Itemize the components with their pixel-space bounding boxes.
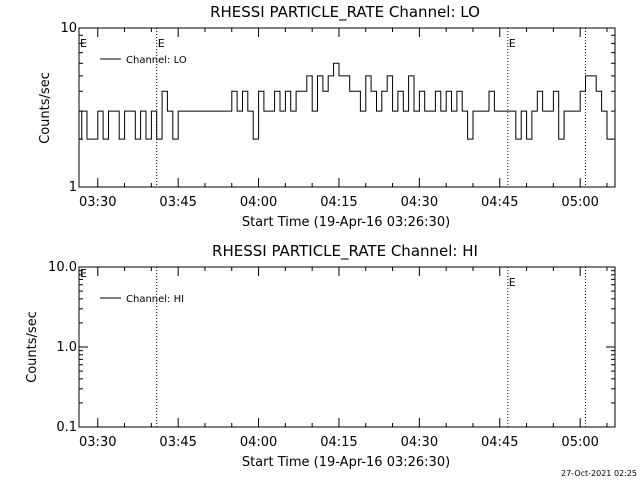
x-tick-label: 03:45 (159, 435, 196, 450)
event-marker-label: E (158, 37, 165, 50)
x-axis-label: Start Time (19-Apr-16 03:26:30) (242, 455, 450, 470)
left-event-marker-label: E (80, 267, 87, 280)
x-tick-label: 04:00 (240, 435, 277, 450)
x-tick-label: 03:30 (79, 195, 116, 210)
x-axis-label: Start Time (19-Apr-16 03:26:30) (242, 215, 450, 230)
x-tick-label: 04:15 (320, 435, 357, 450)
y-tick-label: 0.1 (56, 420, 77, 435)
x-tick-label: 04:30 (401, 435, 438, 450)
y-axis-label: Counts/sec (38, 72, 53, 144)
legend-label: Channel: HI (126, 294, 184, 305)
event-marker-label: E (509, 37, 516, 50)
x-tick-label: 03:45 (159, 195, 196, 210)
x-tick-label: 03:30 (79, 435, 116, 450)
x-tick-label: 04:45 (481, 195, 518, 210)
chart-title: RHESSI PARTICLE_RATE Channel: HI (212, 242, 478, 261)
plot-frame (78, 27, 616, 188)
y-tick-label: 10 (60, 21, 77, 36)
plot-frame (78, 266, 616, 428)
chart-title: RHESSI PARTICLE_RATE Channel: LO (210, 3, 480, 22)
x-tick-label: 04:30 (401, 195, 438, 210)
legend-label: Channel: LO (126, 55, 187, 66)
panel-hi: RHESSI PARTICLE_RATE Channel: HI Counts/… (25, 242, 616, 470)
y-tick-label: 1.0 (56, 340, 77, 355)
panel-lo: RHESSI PARTICLE_RATE Channel: LO Counts/… (38, 3, 616, 230)
y-tick-label: 1 (69, 180, 77, 195)
x-tick-label: 05:00 (561, 435, 598, 450)
x-tick-label: 05:00 (561, 195, 598, 210)
event-marker-label: E (509, 276, 516, 289)
y-axis-label: Counts/sec (25, 311, 40, 383)
x-tick-label: 04:00 (240, 195, 277, 210)
date-stamp: 27-Oct-2021 02:25 (561, 469, 637, 478)
y-tick-label: 10.0 (48, 260, 77, 275)
series-line-channel-lo (79, 62, 613, 140)
left-event-marker-label: E (80, 37, 87, 50)
x-tick-label: 04:45 (481, 435, 518, 450)
x-tick-label: 04:15 (320, 195, 357, 210)
